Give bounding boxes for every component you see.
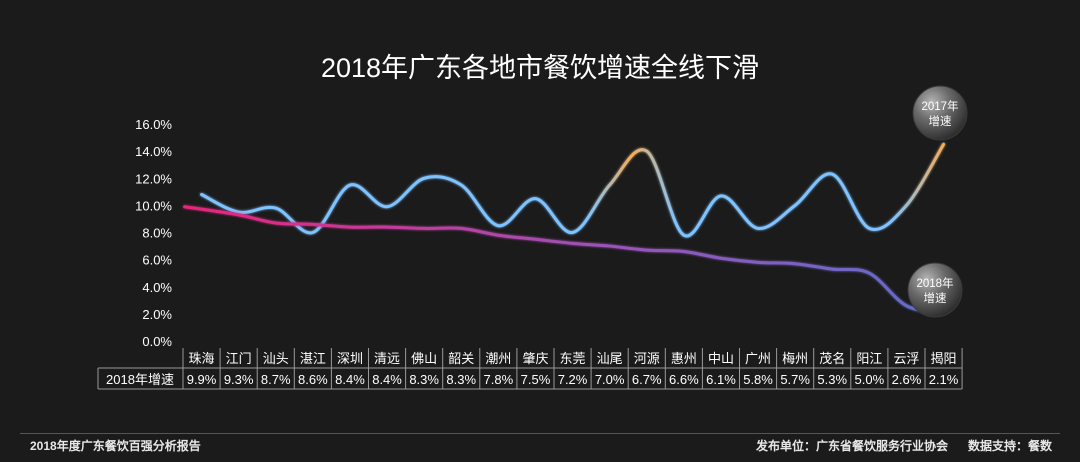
category-label: 韶关	[448, 351, 474, 366]
table-value: 8.3%	[409, 372, 439, 387]
table-value: 7.8%	[484, 372, 514, 387]
table-value: 8.7%	[261, 372, 291, 387]
table-value: 8.4%	[372, 372, 402, 387]
table-value: 2.1%	[929, 372, 959, 387]
series-2017-line	[200, 142, 946, 238]
category-label: 东莞	[560, 351, 586, 366]
category-label: 阳江	[856, 351, 882, 366]
report-name: 2018年度广东餐饮百强分析报告	[30, 439, 201, 453]
category-label: 佛山	[411, 351, 437, 366]
category-label: 潮州	[485, 351, 511, 366]
category-label: 江门	[226, 351, 252, 366]
badge-label: 增速	[924, 291, 947, 305]
table-value: 6.7%	[632, 372, 662, 387]
category-label: 湛江	[300, 351, 326, 366]
category-label: 汕尾	[597, 351, 623, 366]
category-label: 肇庆	[522, 351, 548, 366]
table-value: 7.2%	[558, 372, 588, 387]
y-tick-label: 6.0%	[142, 253, 172, 268]
table-value: 8.6%	[298, 372, 328, 387]
series-lines	[183, 142, 946, 315]
table-value: 6.6%	[669, 372, 699, 387]
table-value: 8.4%	[335, 372, 365, 387]
category-label: 茂名	[819, 351, 845, 366]
table-value: 5.7%	[780, 372, 810, 387]
footer-credits: 发布单位：广东省餐饮服务行业协会 数据支持：餐数	[756, 437, 1052, 454]
table-value: 6.1%	[706, 372, 736, 387]
badge-circle	[912, 85, 968, 141]
badge-label: 2018年	[916, 276, 953, 290]
badge-2018: 2018年增速	[907, 262, 963, 318]
table-value: 7.5%	[521, 372, 551, 387]
badge-label: 2017年	[921, 99, 958, 113]
category-label: 梅州	[782, 351, 808, 366]
y-tick-label: 0.0%	[142, 334, 172, 349]
footer-gap	[951, 439, 964, 453]
table-value: 5.3%	[817, 372, 847, 387]
category-label: 广州	[745, 351, 771, 366]
y-axis: 0.0% 2.0% 4.0% 6.0% 8.0% 10.0% 12.0% 14.0% 16.0%	[135, 117, 172, 349]
y-tick-label: 14.0%	[135, 144, 172, 159]
category-label: 中山	[708, 351, 734, 366]
y-tick-label: 4.0%	[142, 280, 172, 295]
footer-divider	[20, 433, 1060, 434]
series-2018-line	[183, 205, 946, 315]
table-value: 8.3%	[446, 372, 476, 387]
table-value: 5.0%	[855, 372, 885, 387]
category-label: 惠州	[671, 351, 697, 366]
y-tick-label: 10.0%	[135, 198, 172, 213]
y-tick-label: 16.0%	[135, 117, 172, 132]
badge-circle	[907, 262, 963, 318]
category-label: 揭阳	[931, 351, 957, 366]
category-label: 珠海	[189, 351, 215, 366]
chart-title: 2018年广东各地市餐饮增速全线下滑	[320, 53, 760, 83]
category-label: 云浮	[893, 351, 919, 366]
table-value: 5.8%	[743, 372, 773, 387]
category-label: 清远	[374, 351, 400, 366]
y-tick-label: 12.0%	[135, 171, 172, 186]
table-row-label: 2018年增速	[106, 372, 174, 387]
publisher-text: 发布单位：广东省餐饮服务行业协会	[755, 439, 948, 453]
table-value: 2.6%	[892, 372, 922, 387]
category-label: 汕头	[263, 351, 289, 366]
category-label: 深圳	[337, 351, 363, 366]
table-value: 9.3%	[224, 372, 254, 387]
data-support-text: 数据支持：餐数	[967, 439, 1052, 453]
category-label: 河源	[634, 351, 660, 366]
table-value: 7.0%	[595, 372, 625, 387]
badge-label: 增速	[929, 114, 952, 128]
y-tick-label: 2.0%	[142, 307, 172, 322]
table-value: 9.9%	[187, 372, 217, 387]
y-tick-label: 8.0%	[142, 226, 172, 241]
